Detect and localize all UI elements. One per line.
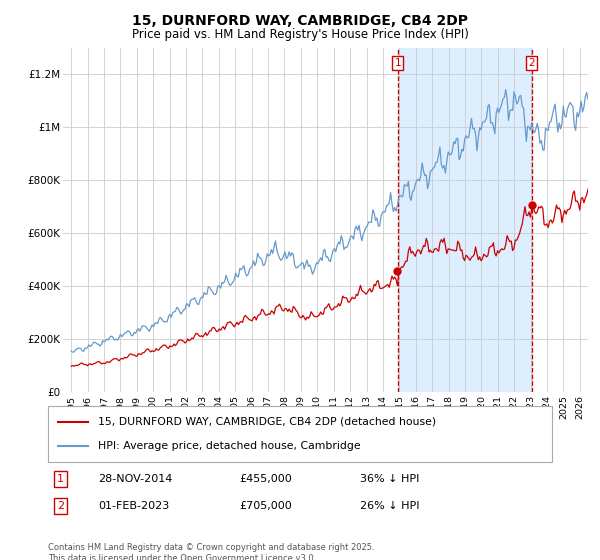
Text: £455,000: £455,000 [239, 474, 292, 484]
FancyBboxPatch shape [48, 406, 552, 462]
Text: 2: 2 [529, 58, 535, 68]
Text: Price paid vs. HM Land Registry's House Price Index (HPI): Price paid vs. HM Land Registry's House … [131, 28, 469, 41]
Text: 1: 1 [57, 474, 64, 484]
Text: 28-NOV-2014: 28-NOV-2014 [98, 474, 173, 484]
Text: HPI: Average price, detached house, Cambridge: HPI: Average price, detached house, Camb… [98, 441, 361, 451]
Text: 15, DURNFORD WAY, CAMBRIDGE, CB4 2DP: 15, DURNFORD WAY, CAMBRIDGE, CB4 2DP [132, 14, 468, 28]
Text: 36% ↓ HPI: 36% ↓ HPI [361, 474, 420, 484]
Bar [398, 48, 532, 392]
Text: Contains HM Land Registry data © Crown copyright and database right 2025.
This d: Contains HM Land Registry data © Crown c… [48, 543, 374, 560]
Text: £705,000: £705,000 [239, 501, 292, 511]
Text: 1: 1 [395, 58, 401, 68]
Text: 2: 2 [57, 501, 64, 511]
Text: 15, DURNFORD WAY, CAMBRIDGE, CB4 2DP (detached house): 15, DURNFORD WAY, CAMBRIDGE, CB4 2DP (de… [98, 417, 437, 427]
Text: 01-FEB-2023: 01-FEB-2023 [98, 501, 170, 511]
Text: 26% ↓ HPI: 26% ↓ HPI [361, 501, 420, 511]
